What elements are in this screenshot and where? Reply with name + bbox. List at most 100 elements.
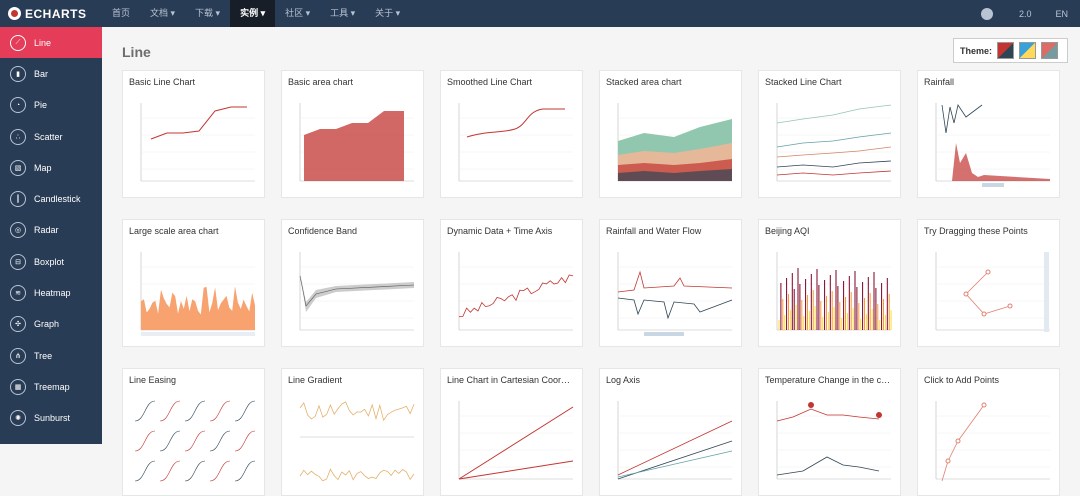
example-thumbnail[interactable] [604,242,739,342]
tree-icon: ⋔ [10,347,26,364]
example-card-title[interactable]: Line Gradient [288,375,343,385]
theme-light-swatch[interactable] [1019,42,1037,59]
example-card-title[interactable]: Smoothed Line Chart [447,77,533,87]
example-card-title[interactable]: Confidence Band [288,226,358,236]
example-thumbnail[interactable] [445,93,580,193]
example-card[interactable]: Line Gradient [281,368,424,496]
sidebar-item-boxplot[interactable]: ⊟ Boxplot [0,246,102,277]
example-thumbnail[interactable] [286,242,421,342]
example-card[interactable]: Basic area chart [281,70,424,198]
example-card[interactable]: Click to Add Points [917,368,1060,496]
example-card[interactable]: Rainfall and Water Flow [599,219,742,347]
example-card-title[interactable]: Large scale area chart [129,226,219,236]
example-card-title[interactable]: Basic area chart [288,77,354,87]
example-thumbnail[interactable] [763,93,898,193]
treemap-icon: ▦ [10,378,26,395]
example-card-title[interactable]: Try Dragging these Points [924,226,1028,236]
example-thumbnail[interactable] [922,242,1057,342]
page-title: Line [122,44,151,60]
example-card[interactable]: Dynamic Data + Time Axis [440,219,583,347]
example-card[interactable]: Smoothed Line Chart [440,70,583,198]
example-card[interactable]: Log Axis [599,368,742,496]
sidebar-item-pie[interactable]: ◔ Pie [0,90,102,121]
example-card[interactable]: Confidence Band [281,219,424,347]
example-card[interactable]: Basic Line Chart [122,70,265,198]
sidebar-item-tree[interactable]: ⋔ Tree [0,340,102,371]
sidebar-item-bar[interactable]: ▮ Bar [0,58,102,89]
sidebar-item-label: Tree [34,350,53,361]
example-grid: Basic Line Chart Basic area chart Smoothed… [122,70,1060,496]
example-card[interactable]: Stacked area chart [599,70,742,198]
sidebar-item-label: Map [34,162,52,173]
example-card[interactable]: Stacked Line Chart [758,70,901,198]
example-thumbnail[interactable] [127,93,262,193]
example-thumbnail[interactable] [922,391,1057,491]
theme-dark-swatch[interactable] [1041,42,1059,59]
nav-item[interactable]: 社区 ▾ [285,8,311,18]
nav-item[interactable]: 首页 [112,8,131,18]
nav-item[interactable]: 实例 ▾ [230,0,276,27]
sidebar-item-label: Pie [34,100,48,111]
example-thumbnail[interactable] [286,391,421,491]
example-thumbnail[interactable] [127,242,262,342]
example-card-title[interactable]: Stacked area chart [606,77,682,87]
example-card-title[interactable]: Temperature Change in the c… [765,375,891,385]
theme-label: Theme: [960,45,993,56]
example-card[interactable]: Rainfall [917,70,1060,198]
example-card-title[interactable]: Log Axis [606,375,641,385]
example-card-title[interactable]: Stacked Line Chart [765,77,842,87]
example-card-title[interactable]: Rainfall [924,77,955,87]
example-card-title[interactable]: Line Chart in Cartesian Coor… [447,375,571,385]
nav-item[interactable]: 工具 ▾ [330,8,356,18]
example-card[interactable]: Line Easing [122,368,265,496]
example-card-title[interactable]: Line Easing [129,375,177,385]
sidebar-item-map[interactable]: ▧ Map [0,152,102,183]
sidebar-item-graph[interactable]: ✣ Graph [0,309,102,340]
example-card-title[interactable]: Rainfall and Water Flow [606,226,702,236]
main-nav: 首页 文档 ▾ 下载 ▾ 实例 ▾ 社区 ▾ 工具 ▾ 关于 ▾ [102,0,410,27]
github-icon[interactable] [980,7,993,20]
sidebar-item-heatmap[interactable]: ≋ Heatmap [0,277,102,308]
nav-item[interactable]: 下载 ▾ [195,8,221,18]
top-navbar: ECHARTS 首页 文档 ▾ 下载 ▾ 实例 ▾ 社区 ▾ 工具 ▾ 关于 ▾ 2.0 E… [0,0,1080,27]
example-card[interactable]: Line Chart in Cartesian Coor… [440,368,583,496]
sidebar-item-sunburst[interactable]: ✺ Sunburst [0,403,102,434]
language-switch[interactable]: EN [1055,8,1068,19]
example-thumbnail[interactable] [604,93,739,193]
example-thumbnail[interactable] [286,93,421,193]
sidebar-item-candlestick[interactable]: ┃ Candlestick [0,183,102,214]
sidebar-item-label: Line [34,37,52,48]
boxplot-icon: ⊟ [10,253,26,270]
echarts-logo[interactable]: ECHARTS [0,0,102,27]
example-card-title[interactable]: Click to Add Points [924,375,1000,385]
example-card[interactable]: Large scale area chart [122,219,265,347]
sunburst-icon: ✺ [10,410,26,427]
example-thumbnail[interactable] [127,391,262,491]
example-card[interactable]: Beijing AQI [758,219,901,347]
example-thumbnail[interactable] [604,391,739,491]
version-link[interactable]: 2.0 [1018,8,1032,19]
theme-default-swatch[interactable] [997,42,1015,59]
line-chart-icon: ⟋ [10,34,26,51]
example-card-title[interactable]: Basic Line Chart [129,77,196,87]
example-thumbnail[interactable] [763,242,898,342]
sidebar-item-radar[interactable]: ◎ Radar [0,215,102,246]
sidebar-item-scatter[interactable]: ∴ Scatter [0,121,102,152]
example-card[interactable]: Temperature Change in the c… [758,368,901,496]
example-card-title[interactable]: Dynamic Data + Time Axis [447,226,553,236]
example-thumbnail[interactable] [445,242,580,342]
nav-item[interactable]: 关于 ▾ [375,8,401,18]
scatter-icon: ∴ [10,128,26,145]
sidebar-item-treemap[interactable]: ▦ Treemap [0,371,102,402]
main-content: Line Theme: Basic Line Chart Basic area c… [102,27,1080,496]
sidebar-item-label: Boxplot [34,256,65,267]
map-icon: ▧ [10,159,26,176]
example-thumbnail[interactable] [445,391,580,491]
example-card-title[interactable]: Beijing AQI [765,226,810,236]
nav-item[interactable]: 文档 ▾ [150,8,176,18]
sidebar-item-line[interactable]: ⟋ Line [0,27,102,59]
example-card[interactable]: Try Dragging these Points [917,219,1060,347]
theme-picker: Theme: [953,38,1068,63]
example-thumbnail[interactable] [763,391,898,491]
example-thumbnail[interactable] [922,93,1057,193]
